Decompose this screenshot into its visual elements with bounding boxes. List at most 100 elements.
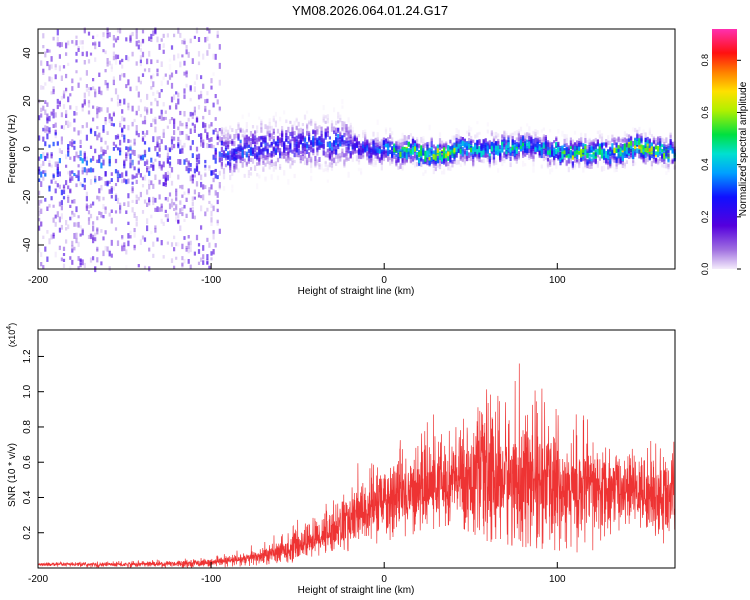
spectrogram-cell	[235, 149, 238, 153]
spectrogram-cell	[247, 136, 250, 141]
spectrogram-cell	[210, 184, 213, 190]
spectrogram-cell	[339, 137, 342, 141]
spectrogram-cell	[590, 163, 593, 169]
spectrogram-cell	[177, 212, 180, 219]
spectrogram-cell	[270, 150, 273, 157]
spectrogram-cell	[488, 156, 491, 160]
spectrogram-cell	[461, 158, 464, 163]
spectrogram-cell	[459, 163, 462, 167]
spectrogram-cell	[133, 150, 136, 156]
spectrogram-cell	[272, 136, 275, 140]
spectrogram-cell	[600, 152, 604, 159]
spectrogram-cell	[58, 148, 61, 154]
spectrogram-cell	[391, 146, 394, 150]
spectrogram-cell	[451, 146, 454, 150]
spectrogram-cell	[104, 69, 107, 73]
spectrogram-cell	[195, 234, 199, 241]
spectrogram-cell	[646, 152, 649, 157]
spectrogram-cell	[48, 204, 51, 208]
spectrogram-cell	[62, 190, 66, 195]
spectrogram-cell	[376, 137, 379, 141]
spectrogram-cell	[264, 124, 267, 130]
spectrogram-cell	[270, 160, 273, 164]
spectrogram-cell	[654, 145, 658, 150]
spectrogram-cell	[472, 155, 475, 160]
spectrogram-cell	[463, 139, 466, 143]
spectrogram-cell	[478, 154, 481, 159]
spectrogram-cell	[551, 144, 554, 149]
spectrogram-cell	[578, 163, 581, 168]
spectrogram-cell	[343, 159, 346, 164]
spectrogram-cell	[293, 120, 296, 126]
spectrogram-cell	[222, 132, 226, 139]
spectrogram-cell	[247, 174, 250, 178]
spectrogram-cell	[214, 94, 217, 99]
spectrogram-cell	[208, 144, 211, 148]
spectrogram-cell	[482, 146, 485, 152]
x-tick-label: 100	[549, 574, 566, 585]
spectrogram-cell	[143, 153, 147, 158]
spectrogram-cell	[463, 155, 466, 160]
spectrogram-cell	[617, 159, 620, 166]
spectrogram-cell	[355, 141, 358, 146]
spectrogram-cell	[44, 141, 47, 147]
spectrogram-cell	[164, 197, 167, 201]
spectrogram-cell	[123, 242, 126, 247]
spectrogram-cell	[85, 169, 88, 176]
spectrogram-cell	[468, 137, 471, 144]
spectrogram-cell	[189, 264, 192, 270]
spectrogram-cell	[148, 184, 151, 190]
spectrogram-cell	[135, 179, 138, 184]
spectrogram-cell	[125, 210, 128, 214]
spectrogram-cell	[592, 141, 595, 146]
spectrogram-cell	[249, 141, 253, 146]
spectrogram-cell	[112, 35, 115, 41]
spectrogram-cell	[177, 98, 180, 105]
spectrogram-cell	[372, 139, 375, 145]
spectrogram-cell	[349, 134, 352, 139]
spectrogram-cell	[447, 151, 450, 157]
spectrogram-cell	[274, 166, 277, 170]
spectrogram-cell	[69, 156, 72, 160]
spectrogram-cell	[168, 148, 172, 153]
spectrogram-cell	[218, 185, 221, 190]
spectrogram-cell	[484, 147, 487, 151]
spectrogram-cell	[657, 145, 660, 152]
spectrogram-cell	[67, 120, 70, 126]
spectrogram-cell	[507, 137, 510, 143]
spectrogram-cell	[472, 161, 475, 168]
spectrogram-cell	[166, 241, 169, 245]
spectrogram-cell	[501, 141, 504, 146]
spectrogram-cell	[326, 114, 329, 120]
spectrogram-cell	[46, 117, 49, 121]
spectrogram-cell	[81, 158, 84, 164]
spectrogram-cell	[137, 105, 140, 111]
spectrogram-cell	[470, 135, 473, 140]
spectrogram-cell	[181, 212, 184, 217]
spectrogram-cell	[154, 174, 157, 180]
spectrogram-cell	[102, 35, 105, 41]
spectrogram-cell	[135, 85, 138, 91]
spectrogram-cell	[268, 122, 271, 128]
y-tick-label: 0	[22, 146, 33, 152]
spectrogram-cell	[247, 144, 250, 148]
spectrogram-cell	[204, 108, 207, 112]
spectrogram-cell	[347, 137, 350, 142]
spectrogram-cell	[337, 138, 340, 143]
spectrogram-cell	[83, 178, 86, 183]
spectrogram-cell	[590, 145, 593, 151]
spectrogram-cell	[324, 120, 327, 124]
spectrogram-cell	[62, 91, 66, 95]
spectrogram-cell	[131, 159, 134, 166]
spectrogram-cell	[89, 158, 93, 163]
spectrogram-cell	[274, 161, 277, 167]
spectrogram-cell	[457, 129, 460, 134]
spectrogram-cell	[272, 118, 275, 123]
spectrogram-cell	[447, 147, 450, 151]
spectrogram-x-ticks: -200 -100 0 100	[28, 263, 566, 286]
spectrogram-cell	[347, 134, 350, 139]
spectrogram-cell	[197, 153, 201, 160]
spectrogram-cell	[322, 152, 325, 156]
spectrogram-cell	[472, 160, 475, 167]
spectrogram-cell	[166, 197, 169, 202]
